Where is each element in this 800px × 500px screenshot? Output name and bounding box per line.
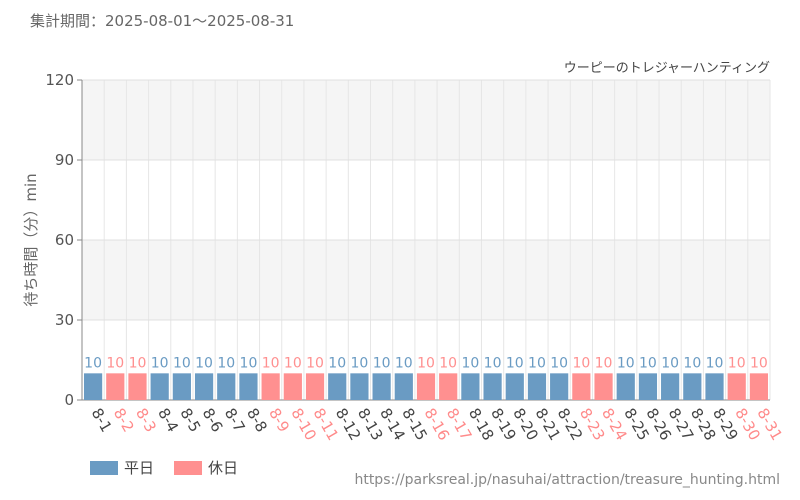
bar	[439, 373, 458, 400]
plot-band	[82, 80, 770, 160]
bar	[128, 373, 147, 400]
bar	[461, 373, 480, 400]
bar	[572, 373, 591, 400]
bar-value-label: 10	[306, 355, 324, 371]
bar-value-label: 10	[328, 355, 346, 371]
x-tick-label: 8-3	[132, 405, 160, 435]
bar-value-label: 10	[351, 355, 369, 371]
legend-label-weekday: 平日	[124, 459, 155, 477]
y-axis-title: 待ち時間（分）min	[22, 173, 40, 306]
legend: 平日 休日	[90, 457, 238, 478]
x-tick-label: 8-7	[221, 405, 249, 435]
bar-value-label: 10	[484, 355, 502, 371]
bar	[705, 373, 724, 400]
bar-value-label: 10	[706, 355, 724, 371]
bar-value-label: 10	[750, 355, 768, 371]
bar	[150, 373, 169, 400]
legend-item-holiday[interactable]: 休日	[174, 457, 238, 478]
bar-value-label: 10	[129, 355, 147, 371]
bar	[328, 373, 347, 400]
bar-value-label: 10	[439, 355, 457, 371]
x-tick-label: 8-4	[154, 405, 182, 435]
y-tick-label: 120	[45, 71, 74, 89]
bar-value-label: 10	[173, 355, 191, 371]
legend-swatch-weekday	[90, 460, 118, 475]
bar-value-label: 10	[595, 355, 613, 371]
x-tick-label: 8-8	[243, 405, 271, 435]
source-url: https://parksreal.jp/nasuhai/attraction/…	[354, 472, 780, 488]
bar	[527, 373, 547, 400]
bar-value-label: 10	[373, 355, 391, 371]
bar-value-label: 10	[395, 355, 413, 371]
y-tick-label: 90	[55, 151, 74, 169]
bar	[416, 373, 436, 400]
bar-value-label: 10	[528, 355, 546, 371]
bar	[83, 373, 103, 400]
bar-value-label: 10	[217, 355, 235, 371]
bar-value-label: 10	[195, 355, 213, 371]
legend-swatch-holiday	[174, 460, 203, 475]
bar	[172, 373, 191, 400]
bar	[638, 373, 658, 400]
x-tick-label: 8-9	[265, 405, 293, 435]
legend-item-weekday[interactable]: 平日	[90, 457, 154, 478]
x-tick-label: 8-5	[176, 405, 204, 435]
bar-value-label: 10	[151, 355, 169, 371]
bar-value-label: 10	[506, 355, 524, 371]
bar	[106, 373, 125, 400]
bar	[505, 373, 524, 400]
bar	[283, 373, 302, 400]
bar	[372, 373, 391, 400]
bar	[394, 373, 413, 400]
y-tick-label: 30	[55, 311, 74, 329]
y-tick-label: 60	[55, 231, 74, 249]
bar	[594, 373, 613, 400]
bar	[261, 373, 280, 400]
bar-value-label: 10	[262, 355, 280, 371]
bar	[194, 373, 214, 400]
bar-value-label: 10	[572, 355, 590, 371]
bar-value-label: 10	[106, 355, 124, 371]
bar	[305, 373, 325, 400]
bar-value-label: 10	[639, 355, 657, 371]
bar	[217, 373, 236, 400]
bar	[749, 373, 769, 400]
bar-value-label: 10	[417, 355, 435, 371]
bar-value-label: 10	[661, 355, 679, 371]
bar	[239, 373, 258, 400]
bar-value-label: 10	[240, 355, 258, 371]
y-tick-label: 0	[64, 391, 74, 409]
bar	[727, 373, 746, 400]
chart-title: ウーピーのトレジャーハンティング	[564, 61, 770, 76]
bar	[683, 373, 702, 400]
bar-value-label: 10	[550, 355, 568, 371]
bar	[661, 373, 680, 400]
bar	[616, 373, 635, 400]
x-tick-label: 8-6	[199, 405, 227, 435]
period-label: 集計期間：2025-08-01～2025-08-31	[30, 12, 295, 30]
x-tick-label: 8-1	[88, 405, 116, 435]
bar-value-label: 10	[617, 355, 635, 371]
bar-value-label: 10	[728, 355, 746, 371]
bar	[350, 373, 369, 400]
bar-value-label: 10	[461, 355, 479, 371]
bar	[550, 373, 569, 400]
x-tick-label: 8-2	[110, 405, 138, 435]
legend-label-holiday: 休日	[208, 459, 239, 477]
bar	[483, 373, 502, 400]
plot-band	[82, 240, 770, 320]
bar-value-label: 10	[683, 355, 701, 371]
bar-value-label: 10	[284, 355, 302, 371]
bar-value-label: 10	[84, 355, 102, 371]
